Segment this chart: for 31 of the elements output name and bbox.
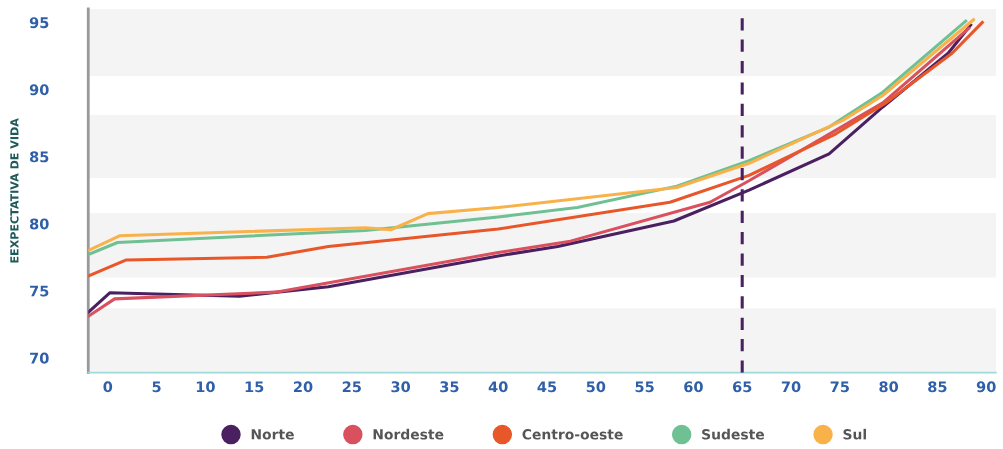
x-tick-label: 55 bbox=[635, 381, 654, 393]
y-tick-label: 70 bbox=[30, 352, 49, 364]
legend-label: Nordeste bbox=[373, 428, 444, 440]
x-tick-label: 65 bbox=[732, 381, 752, 393]
y-tick-label: 85 bbox=[29, 151, 49, 163]
y-axis-title: EEXPECTATIVA DE VIDA bbox=[10, 118, 19, 263]
x-tick-label: 10 bbox=[196, 381, 215, 393]
legend-label: Norte bbox=[251, 429, 294, 440]
x-tick-label: 45 bbox=[537, 381, 557, 393]
x-tick-label: 20 bbox=[294, 381, 313, 393]
x-tick-label: 85 bbox=[928, 381, 947, 393]
legend-label: Centro-oeste bbox=[522, 429, 623, 440]
legend-label: Sudeste bbox=[702, 428, 765, 440]
legend-label: Sul bbox=[843, 428, 866, 440]
x-tick-label: 5 bbox=[152, 381, 161, 393]
x-tick-label: 80 bbox=[879, 381, 899, 393]
y-tick-label: 80 bbox=[29, 218, 49, 230]
x-tick-label: 35 bbox=[440, 381, 459, 393]
x-tick-label: 15 bbox=[245, 381, 264, 393]
x-tick-label: 90 bbox=[976, 381, 996, 393]
y-tick-label: 90 bbox=[29, 84, 49, 96]
x-tick-label: 75 bbox=[830, 381, 849, 393]
x-tick-label: 25 bbox=[342, 381, 361, 393]
x-tick-label: 70 bbox=[781, 381, 801, 393]
x-tick-label: 60 bbox=[684, 381, 703, 393]
x-tick-label: 30 bbox=[391, 381, 411, 393]
y-tick-label: 75 bbox=[30, 285, 49, 297]
x-tick-label: 40 bbox=[488, 381, 508, 393]
x-tick-label: 0 bbox=[103, 381, 113, 393]
y-tick-label: 95 bbox=[29, 17, 49, 29]
x-tick-label: 50 bbox=[586, 381, 606, 393]
